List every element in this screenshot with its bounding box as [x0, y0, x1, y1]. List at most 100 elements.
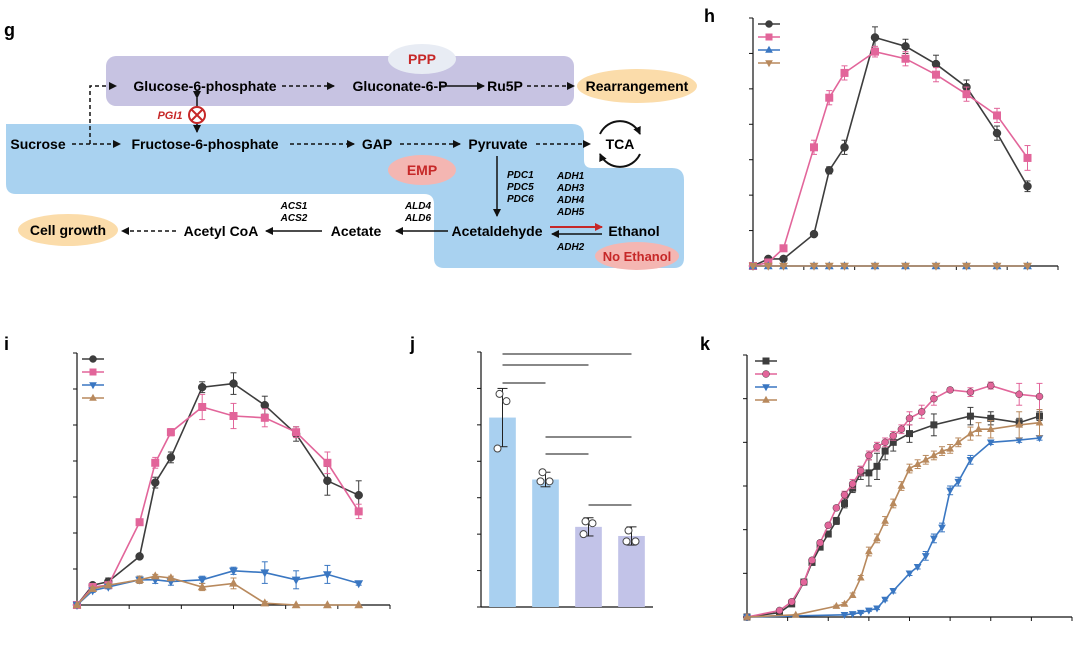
data-point	[260, 569, 270, 578]
data-point	[198, 403, 207, 411]
data-point	[992, 128, 1002, 138]
panel-label-j: j	[409, 334, 415, 354]
data-point	[897, 425, 906, 433]
data-point	[260, 401, 269, 410]
series-line	[752, 36, 1029, 267]
series-zqs16	[749, 45, 1032, 270]
series-line	[76, 569, 359, 606]
data-point	[921, 455, 930, 463]
adh4-label: ADH4	[556, 195, 585, 206]
data-point	[1023, 262, 1032, 271]
legend-marker	[765, 60, 773, 68]
data-point	[622, 537, 631, 546]
data-point	[135, 575, 144, 583]
ru5p-label: Ru5P	[487, 78, 523, 94]
data-point	[743, 612, 751, 620]
ppp-box	[106, 56, 574, 106]
data-point	[779, 244, 788, 253]
data-point	[197, 582, 207, 591]
series-zqs17	[743, 435, 1044, 622]
panel-label-g: g	[4, 20, 15, 40]
data-point	[229, 379, 238, 388]
data-point	[323, 458, 332, 467]
tca-bg	[598, 122, 642, 166]
data-point	[993, 111, 1001, 120]
data-point	[913, 459, 922, 467]
data-point	[840, 612, 849, 620]
data-point	[825, 166, 834, 175]
data-point	[856, 609, 865, 617]
data-point	[840, 491, 849, 499]
data-point	[135, 552, 144, 561]
data-point	[1023, 153, 1032, 162]
data-point	[921, 553, 930, 561]
data-point	[962, 262, 971, 271]
data-point	[292, 428, 301, 437]
data-point	[962, 90, 971, 99]
series-zqs18	[743, 409, 1044, 620]
data-point	[931, 262, 941, 271]
panel-label-h: h	[704, 6, 715, 26]
data-point	[873, 462, 881, 470]
data-point	[881, 447, 889, 455]
data-point	[840, 68, 849, 77]
data-point	[917, 408, 926, 416]
panel-label-i: i	[4, 334, 9, 354]
data-point	[840, 262, 849, 271]
ald6-label: ALD6	[404, 213, 432, 224]
cross-icon	[190, 108, 204, 122]
data-point	[889, 438, 897, 446]
data-point	[775, 606, 784, 615]
data-point	[870, 262, 880, 271]
data-point	[901, 54, 910, 63]
data-point	[166, 453, 176, 462]
chart-glycerol	[72, 352, 391, 610]
legend-marker	[762, 370, 770, 378]
data-point	[946, 386, 954, 394]
adh5-label: ADH5	[556, 207, 585, 218]
data-point	[631, 537, 640, 546]
acetaldehyde-label: Acetaldehyde	[451, 223, 542, 239]
series-zqs18	[72, 571, 364, 609]
data-point	[323, 571, 332, 580]
data-point	[913, 563, 922, 571]
series-line	[746, 421, 1040, 618]
tca-cycle-icon	[599, 120, 641, 135]
data-point	[323, 600, 332, 609]
legend-marker	[89, 393, 97, 401]
legend-marker	[765, 33, 773, 41]
pdc1-label: PDC1	[507, 170, 534, 181]
legend-marker	[89, 355, 97, 363]
rearrangement-oval	[577, 69, 697, 103]
data-point	[502, 397, 511, 406]
data-point	[354, 600, 364, 609]
panel-label-k: k	[700, 334, 711, 354]
adh3-label: ADH3	[556, 183, 585, 194]
data-point	[856, 573, 865, 581]
data-point	[748, 262, 758, 271]
data-point	[931, 59, 941, 69]
data-point	[841, 499, 848, 507]
legend-marker	[89, 382, 97, 390]
series-line	[76, 575, 359, 606]
data-point	[954, 438, 963, 446]
data-point	[151, 458, 160, 467]
chart-nadh-ratio	[477, 351, 653, 608]
pyruvate-label: Pyruvate	[468, 136, 527, 152]
emp-label: EMP	[407, 162, 437, 178]
data-point	[1015, 437, 1024, 445]
glucose6p-label: Glucose-6-phosphate	[133, 78, 276, 94]
data-point	[197, 576, 207, 585]
data-point	[865, 547, 873, 555]
emp-oval	[388, 155, 456, 185]
data-point	[291, 600, 301, 609]
legend-marker	[762, 384, 770, 392]
data-point	[808, 556, 816, 564]
data-point	[938, 524, 946, 532]
data-point	[901, 42, 910, 51]
adh1-label: ADH1	[556, 171, 585, 182]
data-point	[857, 467, 865, 475]
ald4-label: ALD4	[404, 201, 432, 212]
data-point	[992, 262, 1002, 271]
tca-cycle-icon-lower	[599, 153, 641, 168]
